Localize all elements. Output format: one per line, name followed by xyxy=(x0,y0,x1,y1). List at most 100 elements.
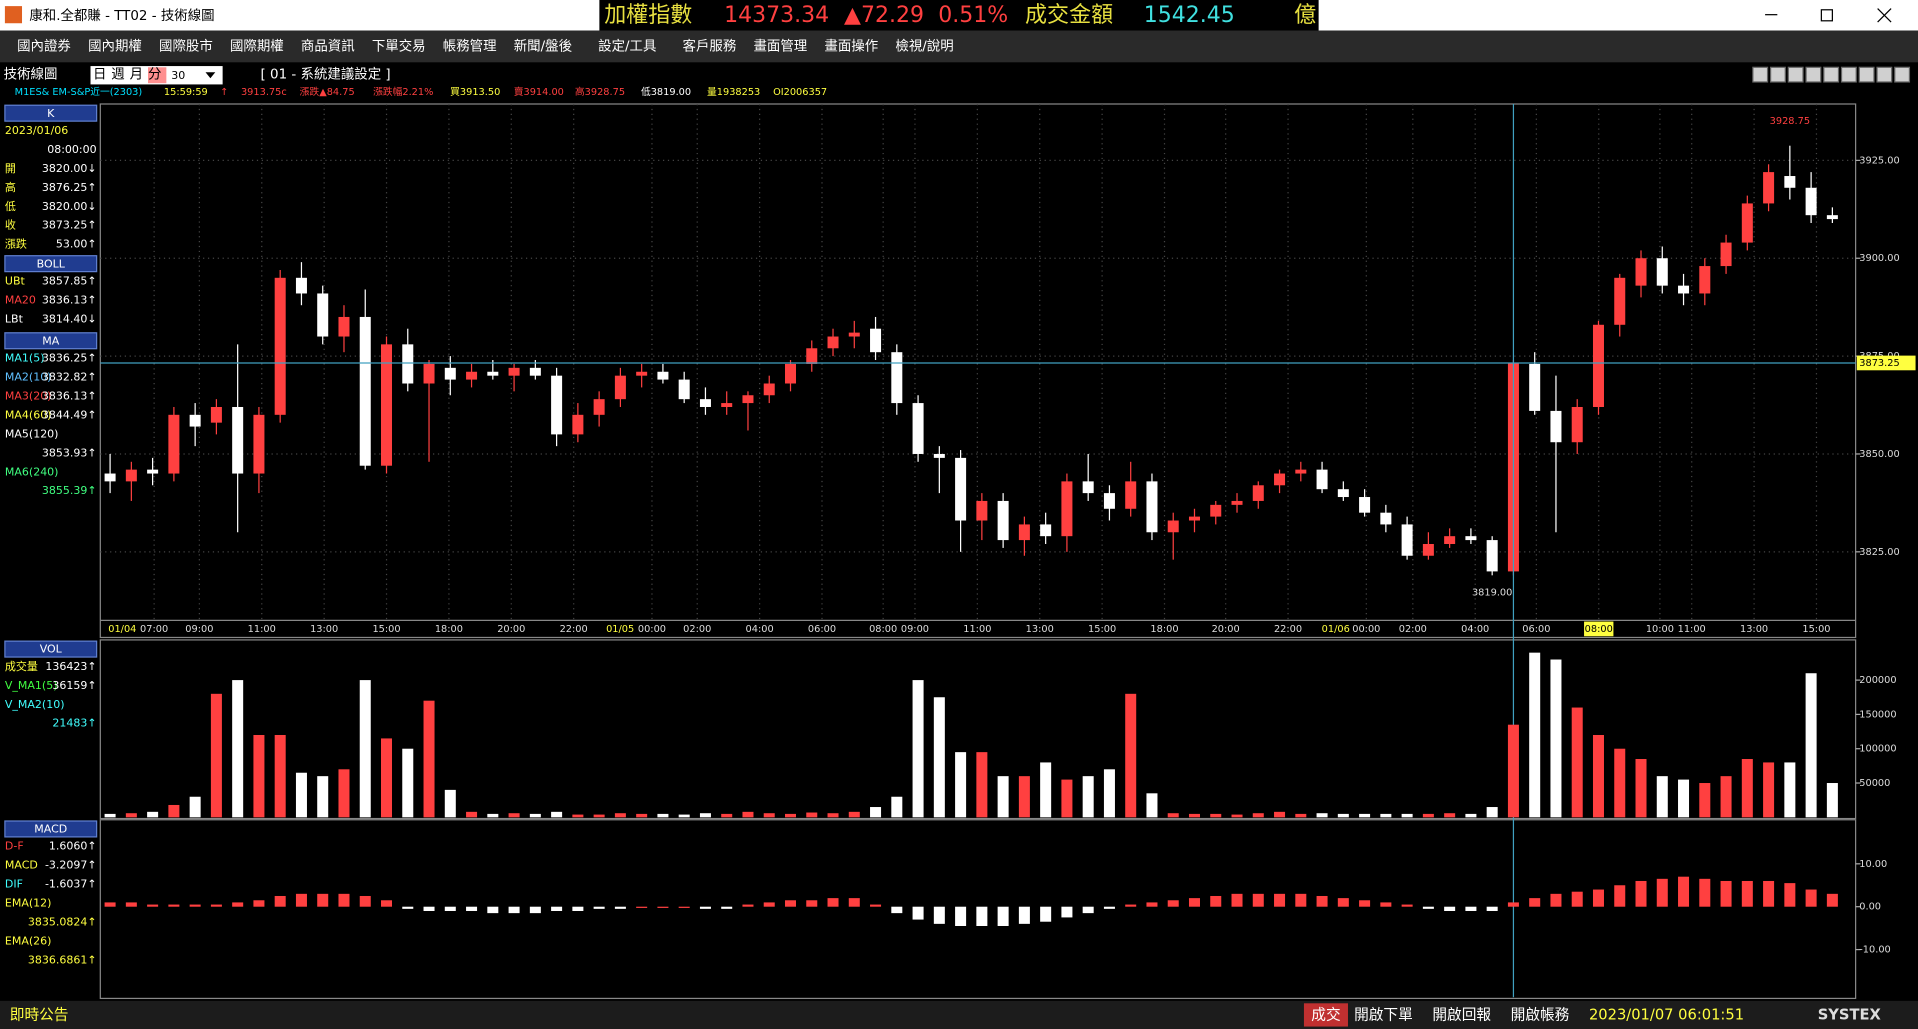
candle-body xyxy=(1337,489,1349,498)
tool-button[interactable] xyxy=(1805,66,1822,83)
period-option[interactable]: 日 xyxy=(93,68,106,83)
notice[interactable]: 即時公告 xyxy=(10,1007,69,1024)
menu-item[interactable]: 檢視/說明 xyxy=(895,37,953,54)
info-field: 3913.75c xyxy=(241,87,287,98)
time-label: 20:00 xyxy=(1212,624,1240,635)
volume-bar xyxy=(806,812,818,818)
macd-bar xyxy=(1805,889,1817,907)
close[interactable] xyxy=(1877,8,1892,23)
setting-name: [ 01 - 系統建議設定 ] xyxy=(261,67,391,83)
y-tick-label: 3850.00 xyxy=(1859,449,1899,460)
y-tick-label: 50000 xyxy=(1859,778,1890,789)
macd-bar xyxy=(636,906,648,908)
macd-bar xyxy=(551,906,563,911)
tool-button[interactable] xyxy=(1840,66,1857,83)
macd-bar xyxy=(1720,880,1732,907)
indicator-value: 3844.49↑ xyxy=(42,408,97,421)
y-tick-label: 100000 xyxy=(1859,744,1896,755)
volume-bar xyxy=(423,700,435,818)
menu-item[interactable]: 國際股市 xyxy=(159,37,213,54)
macd-bar xyxy=(295,893,307,907)
tool-button[interactable] xyxy=(1858,66,1875,83)
volume-bar xyxy=(976,752,988,818)
window-title: 康和.全都賺 - TT02 - 技術線圖 xyxy=(29,7,214,24)
tool-button[interactable] xyxy=(1876,66,1893,83)
tool-button[interactable] xyxy=(1752,66,1769,83)
macd-bar xyxy=(274,895,286,907)
menu-item[interactable]: 帳務管理 xyxy=(443,38,497,54)
time-highlight xyxy=(1584,621,1614,637)
menu-item[interactable]: 客戶服務 xyxy=(683,37,737,54)
panel-header xyxy=(4,332,98,350)
candle-body xyxy=(487,371,499,376)
candle-body xyxy=(1529,363,1541,411)
dropdown-arrow[interactable] xyxy=(205,72,216,79)
tool-button[interactable] xyxy=(1787,66,1804,83)
status-button[interactable]: 開啟回報 xyxy=(1432,1007,1491,1024)
menu-item[interactable]: 設定/工具 xyxy=(598,38,656,54)
tool-button[interactable] xyxy=(1769,66,1786,83)
candle-body xyxy=(1103,493,1115,509)
menu-item[interactable]: 畫面管理 xyxy=(754,38,808,54)
time-label: 15:00 xyxy=(1802,624,1830,635)
restore[interactable] xyxy=(1820,9,1833,22)
volume-bar xyxy=(295,772,307,818)
volume-bar xyxy=(678,814,690,818)
macd-bar xyxy=(1167,900,1179,907)
macd-bar xyxy=(870,904,882,907)
volume-bar xyxy=(997,776,1009,818)
volume-bar xyxy=(657,813,669,818)
menu-item[interactable]: 國際期權 xyxy=(230,38,284,54)
trade-button-bg[interactable] xyxy=(1303,1003,1348,1027)
indicator-value: 3835.0824↑ xyxy=(28,916,97,929)
macd-bar xyxy=(806,900,818,907)
menu-item[interactable]: 新聞/盤後 xyxy=(514,38,573,54)
menu-item[interactable]: 畫面操作 xyxy=(824,38,878,54)
indicator-label: MA2(10) xyxy=(5,370,52,383)
period-option[interactable]: 週 xyxy=(111,67,124,83)
macd-bar xyxy=(1592,889,1604,907)
candle-body xyxy=(1550,410,1562,443)
toolbar-title: 技術線圖 xyxy=(4,67,58,83)
clock: 2023/01/07 06:01:51 xyxy=(1589,1007,1744,1024)
candle-body xyxy=(657,371,669,380)
candle-body xyxy=(147,469,159,474)
menu-bar xyxy=(0,30,1918,63)
period-option[interactable]: 分 xyxy=(148,67,161,83)
volume-bar xyxy=(763,813,775,818)
last-price-tag xyxy=(1856,355,1916,371)
macd-bar xyxy=(1678,876,1690,907)
status-button[interactable]: 開啟帳務 xyxy=(1511,1007,1570,1024)
macd-bar xyxy=(721,906,733,909)
period-option[interactable]: 月 xyxy=(130,68,143,83)
candle-body xyxy=(274,277,286,415)
volume-bar xyxy=(742,811,754,818)
trade-button[interactable]: 成交 xyxy=(1311,1006,1341,1024)
volume-bar xyxy=(1061,779,1073,818)
menu-item[interactable]: 商品資訊 xyxy=(301,38,355,54)
indicator-label: MA20 xyxy=(5,293,36,306)
macd-bar xyxy=(1507,902,1519,907)
indicator-label: 成交量 xyxy=(5,659,38,673)
volume-bar xyxy=(1252,813,1264,818)
menu-item[interactable]: 國內期權 xyxy=(88,38,142,54)
indicator-label: EMA(26) xyxy=(5,935,52,948)
indicator-label: V_MA1(5) xyxy=(5,679,58,692)
indicator-value: 3855.39↑ xyxy=(42,484,97,497)
minutes[interactable]: 30 xyxy=(171,69,185,82)
window-controls[interactable] xyxy=(1765,8,1892,23)
volume-bar xyxy=(381,738,393,818)
volume-bar xyxy=(1422,813,1434,818)
status-button[interactable]: 開啟下單 xyxy=(1354,1007,1413,1024)
menu-item[interactable]: 國內證券 xyxy=(17,37,71,54)
tool-button[interactable] xyxy=(1894,66,1911,83)
volume-bar xyxy=(1231,814,1243,818)
indicator-value: -3.2097↑ xyxy=(45,859,97,872)
macd-bar xyxy=(848,898,860,907)
tool-button[interactable] xyxy=(1823,66,1840,83)
candle-body xyxy=(1061,481,1073,537)
indicator-label: 漲跌 xyxy=(5,237,27,251)
menu-item[interactable]: 下單交易 xyxy=(372,37,426,54)
volume-bar xyxy=(848,811,860,818)
